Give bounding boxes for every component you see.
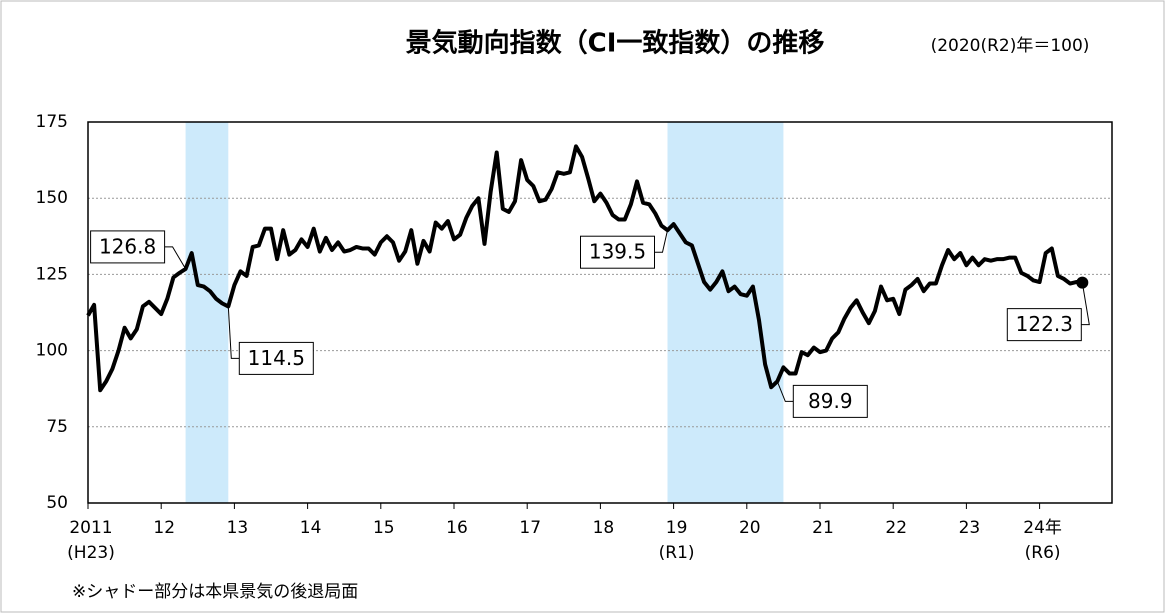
data-label: 139.5	[589, 240, 646, 264]
label-box	[792, 384, 868, 418]
x-tick-label: 23	[959, 518, 981, 538]
x-tick-sublabel: (R1)	[659, 543, 695, 563]
x-tick-label: 19	[666, 518, 688, 538]
footnote: ※シャドー部分は本県景気の後退局面	[72, 582, 358, 602]
x-tick-label: 21	[812, 518, 834, 538]
recession-shade	[667, 122, 784, 503]
x-tick-sublabel: (R6)	[1025, 543, 1061, 563]
x-tick-label: 12	[153, 518, 175, 538]
y-tick-label: 175	[36, 112, 68, 132]
chart-subtitle: (2020(R2)年＝100)	[931, 36, 1090, 56]
plot-frame	[87, 121, 1113, 504]
x-tick-label: 17	[519, 518, 541, 538]
recession-shade	[185, 122, 229, 503]
y-tick-label: 125	[36, 264, 68, 284]
leader-line	[164, 246, 187, 270]
x-tick-label: 22	[885, 518, 907, 538]
x-tick-label: 18	[593, 518, 615, 538]
label-box	[1006, 308, 1082, 342]
label-box	[90, 230, 166, 264]
y-tick-label: 150	[36, 188, 68, 208]
x-tick-label: 13	[227, 518, 249, 538]
label-box	[238, 341, 314, 375]
leader-line	[654, 230, 668, 253]
x-tick-label: 15	[373, 518, 395, 538]
label-box	[580, 235, 655, 269]
leader-line	[227, 306, 240, 359]
leader-line	[1081, 282, 1090, 326]
y-tick-label: 50	[46, 493, 68, 513]
x-tick-sublabel: (H23)	[67, 543, 115, 563]
x-tick-label: 14	[300, 518, 322, 538]
data-line	[86, 144, 1083, 393]
chart-title: 景気動向指数（CI一致指数）の推移	[406, 28, 825, 59]
end-point	[1076, 276, 1089, 289]
data-label: 114.5	[248, 346, 305, 370]
data-label: 89.9	[808, 389, 853, 413]
data-label: 126.8	[99, 234, 156, 258]
x-tick-label: 24年	[1023, 518, 1062, 538]
y-tick-label: 75	[46, 417, 68, 437]
x-tick-label: 16	[446, 518, 468, 538]
leader-line	[776, 381, 794, 402]
x-tick-label: 20	[739, 518, 761, 538]
x-tick-label: 2011	[69, 518, 112, 538]
y-tick-label: 100	[36, 341, 68, 361]
data-label: 122.3	[1016, 312, 1073, 336]
